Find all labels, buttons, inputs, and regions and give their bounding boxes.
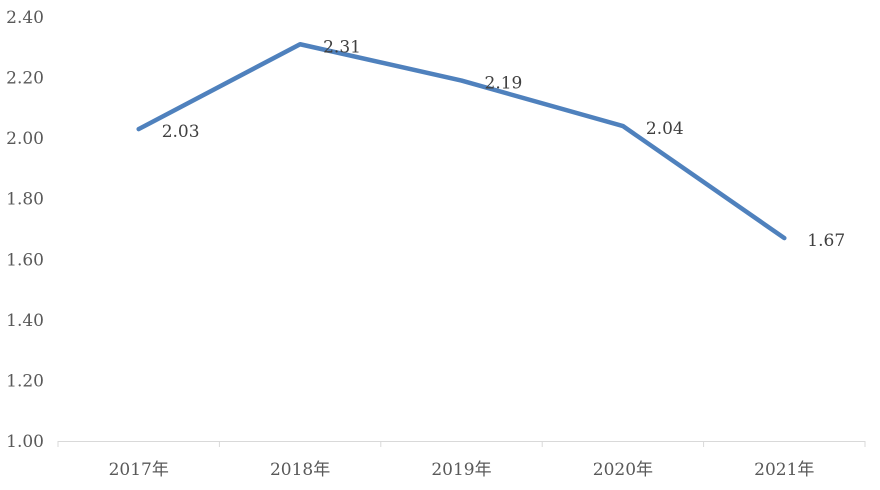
data-label: 2.19 — [485, 74, 523, 94]
data-label: 2.31 — [323, 37, 361, 57]
data-label: 2.03 — [162, 122, 200, 142]
y-tick-label: 1.80 — [6, 190, 44, 210]
y-axis-ticks: 1.00 1.20 1.40 1.60 1.80 2.00 2.20 2.40 — [6, 8, 44, 452]
x-axis-ticks: 2017年 2018年 2019年 2020年 2021年 — [57, 441, 866, 480]
y-tick-label: 2.00 — [6, 129, 44, 149]
y-tick-label: 2.40 — [6, 8, 44, 28]
x-tick-label: 2018年 — [270, 460, 330, 480]
data-labels: 2.03 2.31 2.19 2.04 1.67 — [162, 37, 845, 251]
series-line — [136, 42, 787, 241]
x-tick-label: 2017年 — [109, 460, 169, 480]
data-label: 1.67 — [807, 231, 845, 251]
y-tick-label: 1.60 — [6, 250, 44, 270]
data-label: 2.04 — [646, 119, 684, 139]
x-tick-label: 2021年 — [754, 460, 814, 480]
series-group — [136, 42, 787, 241]
x-tick-label: 2020年 — [593, 460, 653, 480]
y-tick-label: 2.20 — [6, 69, 44, 89]
y-tick-label: 1.00 — [6, 432, 44, 452]
x-tick-label: 2019年 — [431, 460, 491, 480]
y-tick-label: 1.20 — [6, 371, 44, 391]
y-tick-label: 1.40 — [6, 311, 44, 331]
